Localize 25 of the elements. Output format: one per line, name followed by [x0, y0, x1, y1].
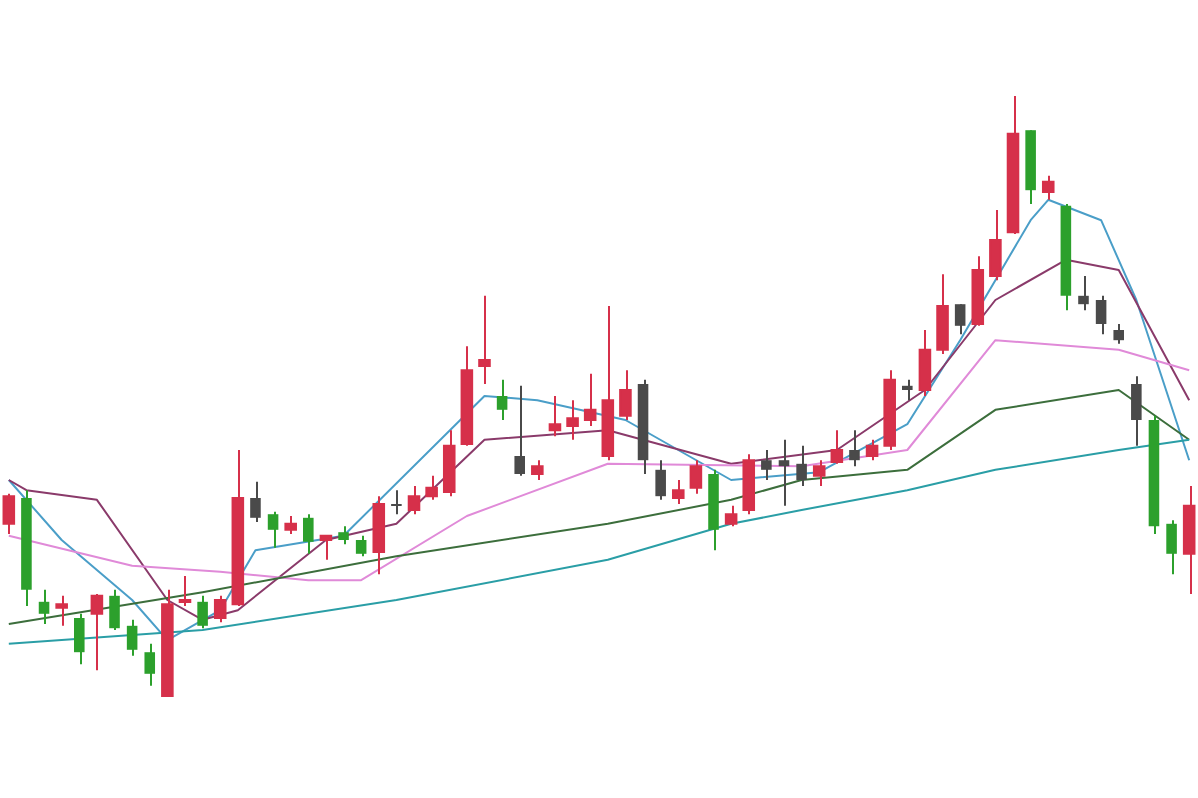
candlestick [1078, 275, 1089, 312]
candlestick [1095, 294, 1107, 336]
candlestick [267, 510, 279, 549]
candlestick [391, 489, 402, 516]
candlestick [109, 588, 120, 631]
candlestick [902, 378, 913, 402]
candlestick [1166, 519, 1177, 576]
candlestick [655, 459, 666, 501]
candlestick [38, 588, 50, 625]
candlestick [197, 594, 208, 630]
candlestick [355, 534, 367, 558]
candlestick [126, 618, 138, 657]
candlestick [778, 438, 790, 507]
candlestick [496, 378, 508, 421]
candlestick [849, 429, 860, 468]
candlestick [250, 480, 261, 523]
candlestick [954, 303, 966, 336]
candlestick [1113, 323, 1125, 345]
candlestick [514, 384, 526, 477]
candlestick [761, 449, 772, 481]
candlestick [796, 444, 807, 487]
candlestick [303, 513, 314, 555]
candlestick [73, 612, 85, 666]
candlestick [144, 642, 156, 687]
candlestick [1131, 375, 1142, 447]
